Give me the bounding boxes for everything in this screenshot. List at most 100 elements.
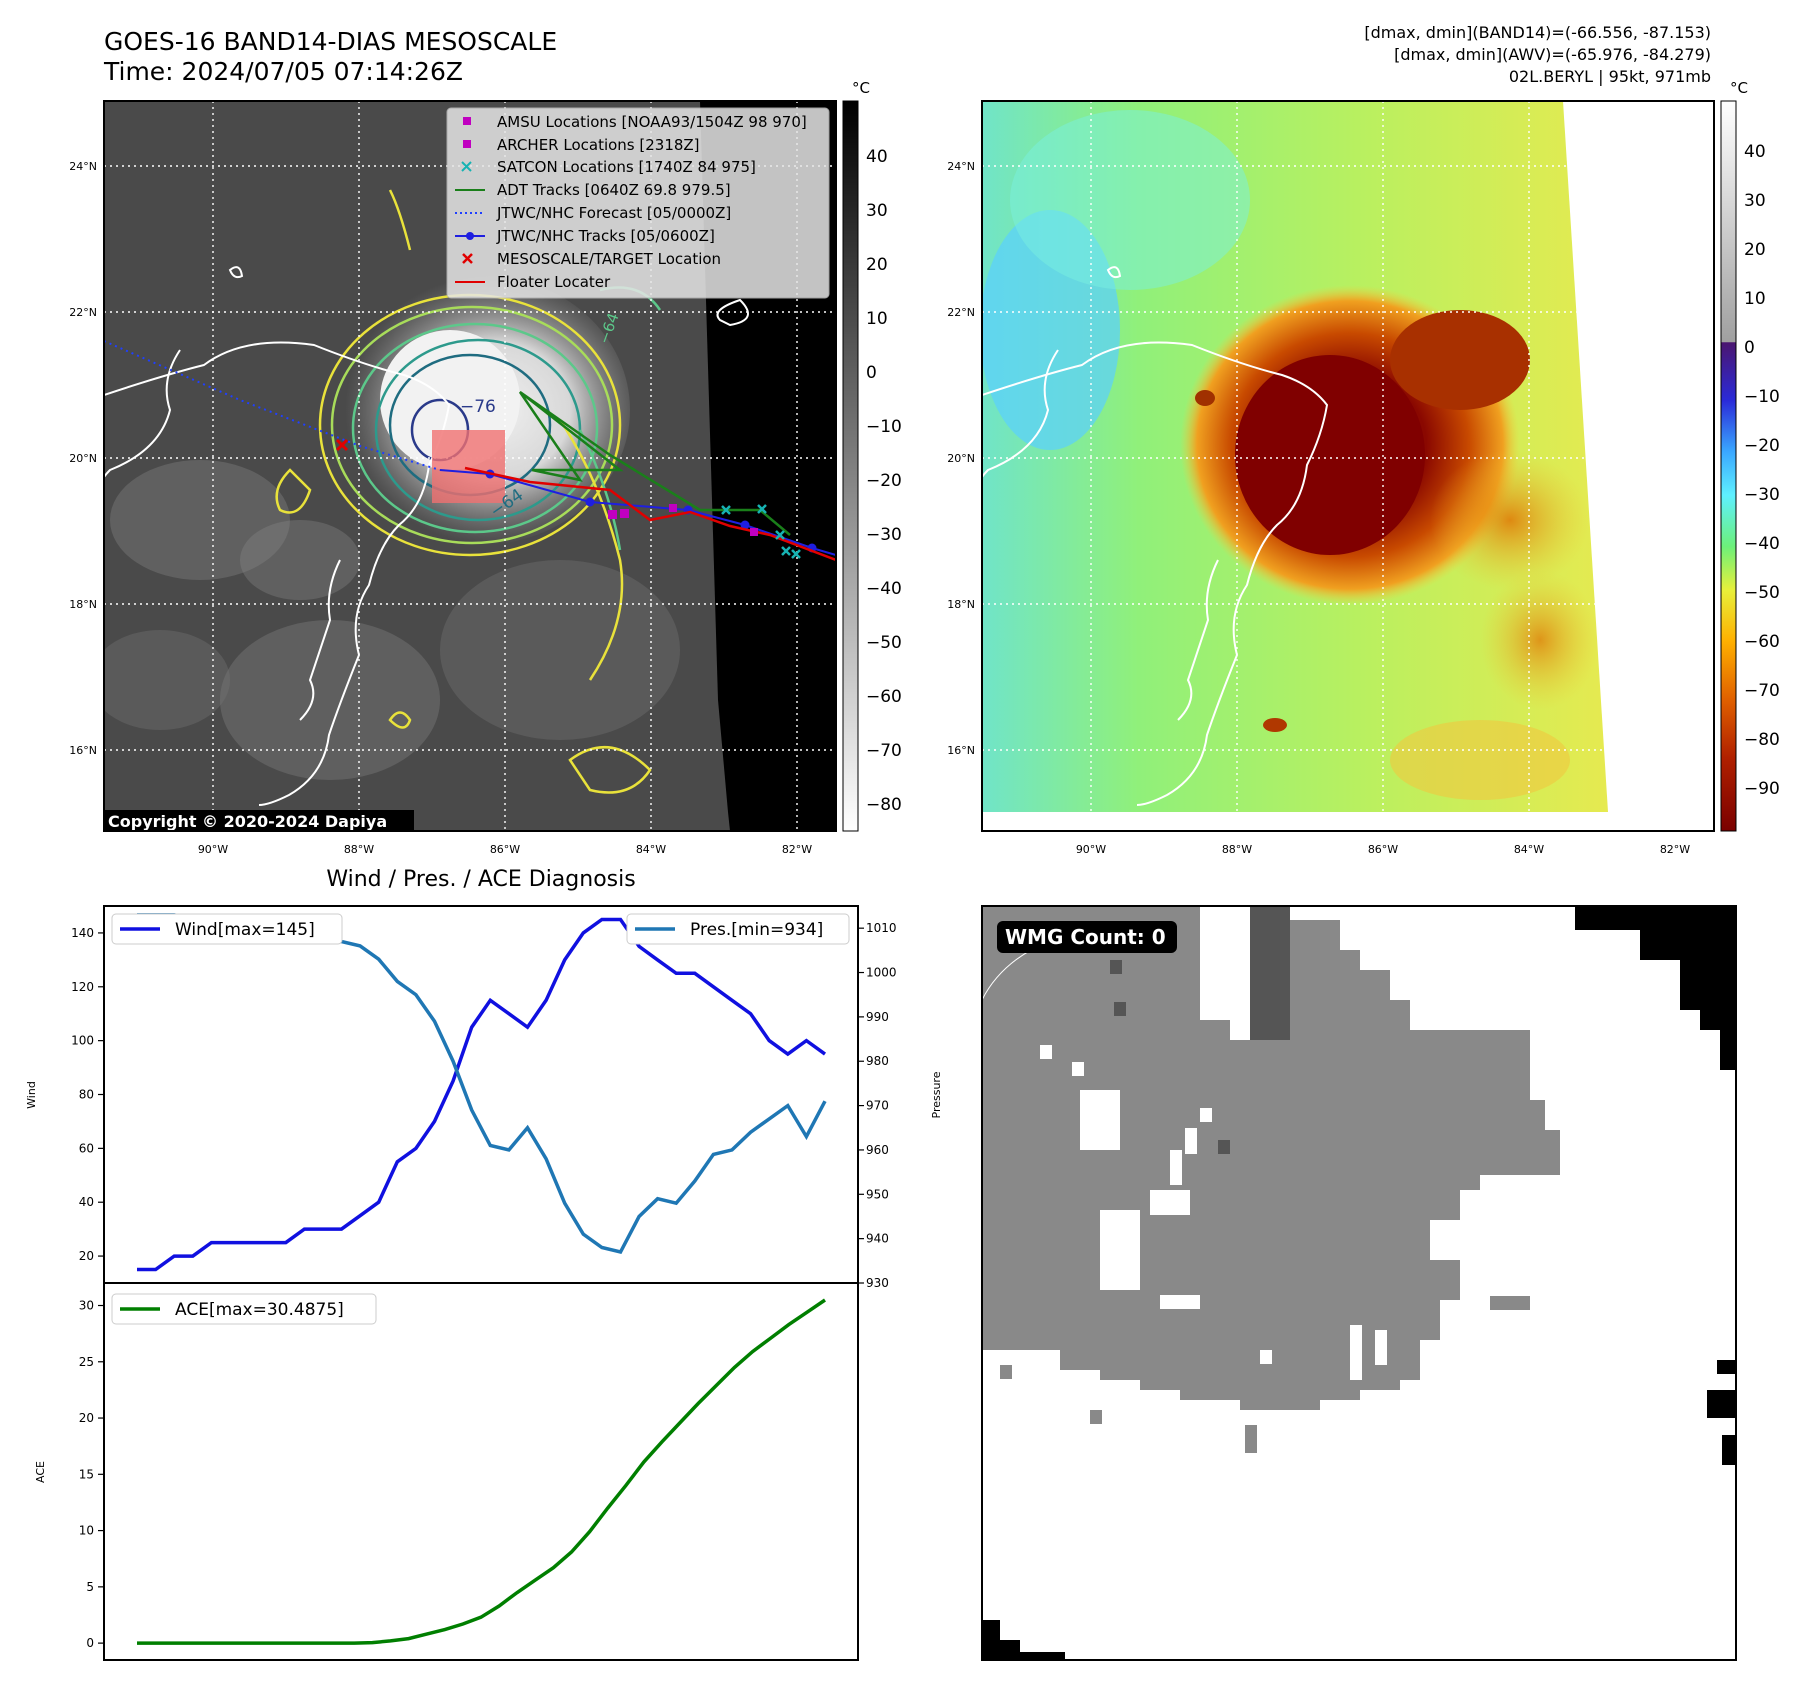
svg-text:10: 10 [1744,289,1766,309]
colorbar-awv: °C 40 30 20 10 0 −10 −20 −30 −40 −50 −60… [1720,79,1780,832]
svg-text:86°W: 86°W [1368,843,1398,856]
legend-forecast: JTWC/NHC Forecast [05/0000Z] [496,204,731,222]
copyright-text: Copyright © 2020-2024 Dapiya [108,812,387,831]
legend-ace-label: ACE[max=30.4875] [175,1300,344,1320]
adt-track-line [518,390,791,536]
svg-text:−20: −20 [866,471,902,491]
copyright-bg [104,810,414,831]
y-tick-label: 1010 [866,921,897,935]
y-tick-label: 15 [79,1467,94,1481]
y-tick-label: 20 [79,1249,94,1263]
y-tick-label: 30 [79,1299,94,1313]
map-right-grid [982,101,1714,831]
legend-wind-label: Wind[max=145] [175,920,315,940]
map-left-frame [103,100,837,832]
jtwc-track-points [485,469,817,553]
map-awv [982,101,1714,831]
legend-amsu: AMSU Locations [NOAA93/1504Z 98 970] [497,113,807,131]
wind-series-line [137,917,827,1272]
amsu-markers [608,504,758,536]
map-right-ticks: 24°N 22°N 20°N 18°N 16°N 90°W 88°W 86°W … [947,160,1690,856]
svg-text:20°N: 20°N [947,452,975,465]
pressure-axis-label: Pressure [930,1071,943,1118]
svg-text:−60: −60 [1744,632,1780,652]
floater-locater-line [464,466,836,562]
svg-text:16°N: 16°N [947,744,975,757]
y-tick-label: 1000 [866,966,897,980]
svg-text:88°W: 88°W [1222,843,1252,856]
mesoscale-target-marker [335,438,349,452]
figure-title: GOES-16 BAND14-DIAS MESOSCALE [104,27,557,56]
y-tick-label: 970 [866,1099,889,1113]
y-tick-label: 980 [866,1054,889,1068]
y-tick-label: 960 [866,1143,889,1157]
colorbar-left-ticks: 40 30 20 10 0 −10 −20 −30 −40 −50 −60 −7… [866,147,902,815]
y-tick-label: 950 [866,1187,889,1201]
cloud-texture [104,460,680,780]
stats-band14: [dmax, dmin](BAND14)=(-66.556, -87.153) [1364,23,1711,42]
y-tick-label: 20 [79,1411,94,1425]
svg-text:20°N: 20°N [69,452,97,465]
svg-text:22°N: 22°N [947,306,975,319]
legend-pressure-label: Pres.[min=934] [690,920,823,940]
y-tick-label: 100 [71,1034,94,1048]
ace-series-line [137,1298,826,1645]
stats-storm: 02L.BERYL | 95kt, 971mb [1509,67,1711,86]
y-tick-label: 990 [866,1010,889,1024]
legend-jtwc-tracks: JTWC/NHC Tracks [05/0600Z] [496,227,715,245]
svg-text:−50: −50 [1744,583,1780,603]
y-tick-label: 140 [71,926,94,940]
svg-text:24°N: 24°N [947,160,975,173]
svg-text:0: 0 [866,363,877,383]
legend-target: MESOSCALE/TARGET Location [497,250,721,268]
svg-text:−40: −40 [1744,534,1780,554]
svg-text:−10: −10 [1744,387,1780,407]
diag-title: Wind / Pres. / ACE Diagnosis [326,867,635,892]
wmg-frame [981,905,1737,1661]
svg-text:0: 0 [1744,338,1755,358]
legend-satcon: SATCON Locations [1740Z 84 975] [497,158,756,176]
legend-wind: Wind[max=145] [111,913,343,945]
target-box [432,430,505,503]
legend-ace: ACE[max=30.4875] [111,1293,377,1325]
svg-text:30: 30 [1744,191,1766,211]
colorbar-right-ticks: 40 30 20 10 0 −10 −20 −30 −40 −50 −60 −7… [1744,142,1780,799]
satcon-markers [721,504,801,559]
colorbar-band14: °C 40 30 20 10 0 −10 −20 −30 −40 −50 −60… [842,79,902,832]
svg-text:°C: °C [852,79,870,97]
svg-text:−80: −80 [1744,730,1780,750]
wmg-count-label: WMG Count: 0 [1005,925,1166,949]
svg-text:88°W: 88°W [344,843,374,856]
jtwc-forecast-line [104,340,441,471]
stats-awv: [dmax, dmin](AWV)=(-65.976, -84.279) [1394,45,1711,64]
svg-text:−40: −40 [866,579,902,599]
svg-text:84°W: 84°W [1514,843,1544,856]
svg-text:°C: °C [1730,79,1748,97]
y-tick-label: 25 [79,1355,94,1369]
y-tick-label: 80 [79,1088,94,1102]
wind-axis-label: Wind [25,1081,38,1109]
svg-text:20: 20 [866,255,888,275]
svg-text:90°W: 90°W [198,843,228,856]
svg-text:82°W: 82°W [782,843,812,856]
svg-text:−60: −60 [866,687,902,707]
svg-text:−50: −50 [866,633,902,653]
map-right-frame [981,100,1715,832]
svg-text:−30: −30 [1744,485,1780,505]
legend-pressure: Pres.[min=934] [626,913,850,945]
svg-text:30: 30 [866,201,888,221]
y-tick-label: 120 [71,980,94,994]
y-tick-label: 40 [79,1195,94,1209]
y-tick-label: 60 [79,1141,94,1155]
ace-yticks: 0 5 10 15 20 25 30 [79,1299,104,1650]
svg-text:84°W: 84°W [636,843,666,856]
map-left-ticks: 24°N 22°N 20°N 18°N 16°N 90°W 88°W 86°W … [69,160,812,856]
wind-yticks: 20 40 60 80 100 120 140 [71,926,104,1263]
svg-text:18°N: 18°N [69,598,97,611]
wmg-panel: WMG Count: 0 [981,906,1736,1660]
legend-archer: ARCHER Locations [2318Z] [497,136,700,154]
svg-text:90°W: 90°W [1076,843,1106,856]
svg-text:20: 20 [1744,240,1766,260]
y-tick-label: 0 [86,1636,94,1650]
